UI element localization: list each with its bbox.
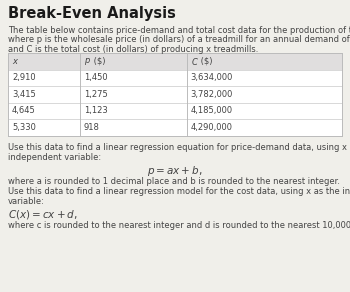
Text: 2,910: 2,910 bbox=[12, 73, 36, 82]
Text: and C is the total cost (in dollars) of producing x treadmills.: and C is the total cost (in dollars) of … bbox=[8, 45, 258, 54]
Text: independent variable:: independent variable: bbox=[8, 153, 101, 162]
Text: $p$: $p$ bbox=[84, 56, 91, 67]
Text: 3,634,000: 3,634,000 bbox=[191, 73, 233, 82]
Text: 3,415: 3,415 bbox=[12, 90, 36, 99]
Text: 5,330: 5,330 bbox=[12, 123, 36, 132]
Text: 4,185,000: 4,185,000 bbox=[191, 106, 233, 115]
Text: 3,782,000: 3,782,000 bbox=[191, 90, 233, 99]
Text: where a is rounded to 1 decimal place and b is rounded to the nearest integer.: where a is rounded to 1 decimal place an… bbox=[8, 177, 340, 186]
Text: 4,645: 4,645 bbox=[12, 106, 36, 115]
Text: ($): ($) bbox=[198, 57, 212, 66]
Bar bbox=[8, 119, 342, 135]
Text: 4,290,000: 4,290,000 bbox=[191, 123, 233, 132]
Bar bbox=[8, 102, 342, 119]
Bar bbox=[8, 53, 342, 69]
Text: $p = ax + b,$: $p = ax + b,$ bbox=[147, 164, 203, 178]
Text: Use this data to find a linear regression equation for price-demand data, using : Use this data to find a linear regressio… bbox=[8, 143, 350, 152]
Text: 1,275: 1,275 bbox=[84, 90, 107, 99]
Text: variable:: variable: bbox=[8, 197, 45, 206]
Text: Break-Even Analysis: Break-Even Analysis bbox=[8, 6, 176, 21]
Text: where p is the wholesale price (in dollars) of a treadmill for an annual demand : where p is the wholesale price (in dolla… bbox=[8, 36, 350, 44]
Bar bbox=[8, 86, 342, 102]
Bar bbox=[8, 69, 342, 86]
Text: where c is rounded to the nearest integer and d is rounded to the nearest 10,000: where c is rounded to the nearest intege… bbox=[8, 221, 350, 230]
Text: $C(x) = cx + d,$: $C(x) = cx + d,$ bbox=[8, 208, 78, 221]
Text: The table below contains price-demand and total cost data for the production of : The table below contains price-demand an… bbox=[8, 26, 350, 35]
Text: ($): ($) bbox=[91, 57, 105, 66]
Text: $C$: $C$ bbox=[191, 56, 198, 67]
Text: 1,123: 1,123 bbox=[84, 106, 107, 115]
Text: $x$: $x$ bbox=[12, 57, 19, 66]
Text: 918: 918 bbox=[84, 123, 100, 132]
Text: 1,450: 1,450 bbox=[84, 73, 107, 82]
Text: Use this data to find a linear regression model for the cost data, using x as th: Use this data to find a linear regressio… bbox=[8, 187, 350, 197]
